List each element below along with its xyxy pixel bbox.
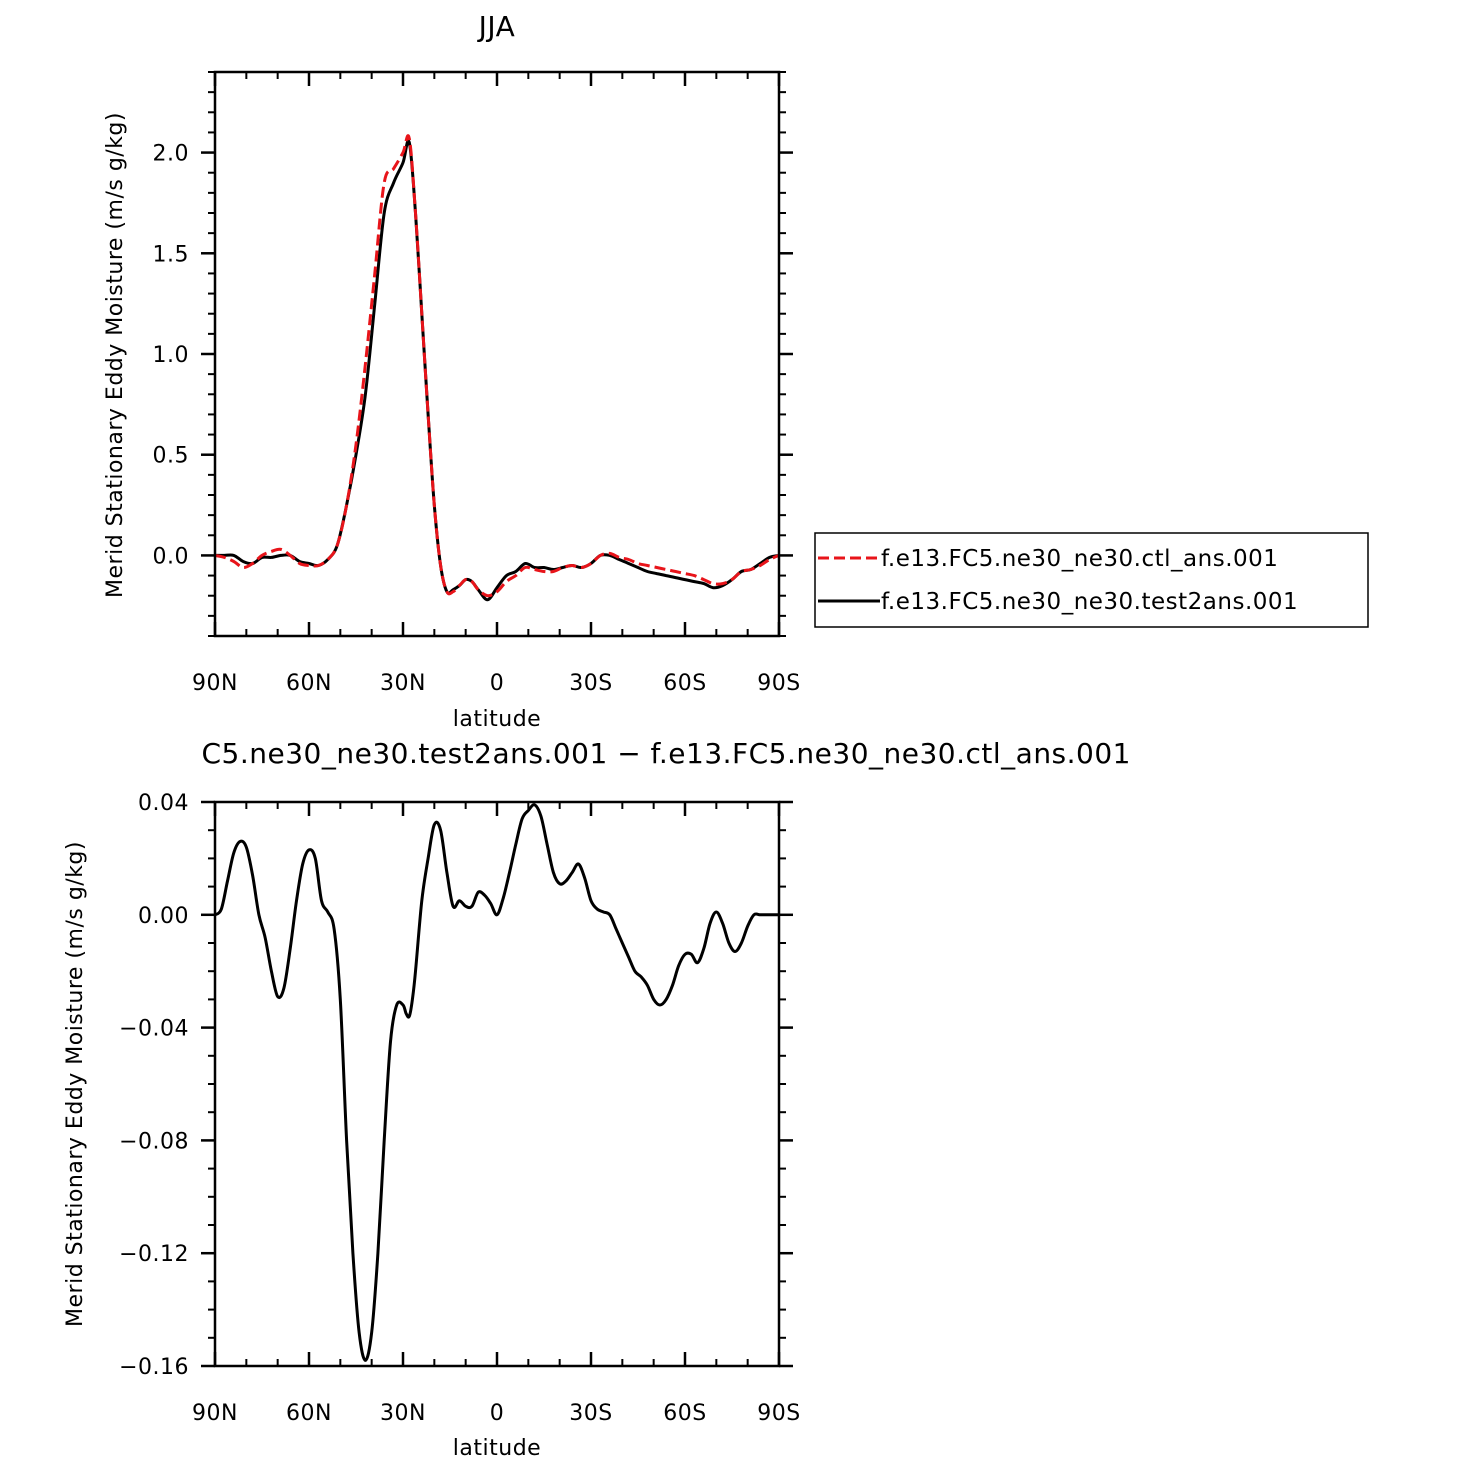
bottom-chart-series [213,803,779,1362]
top-chart-y-axis-label: Merid Stationary Eddy Moisture (m/s g/kg… [103,112,128,598]
top-x-tick-label: 30S [569,671,612,696]
bottom-x-tick-label: 60N [286,1401,332,1426]
legend: f.e13.FC5.ne30_ne30.ctl_ans.001 f.e13.FC… [814,532,1369,628]
bottom-y-tick-label: 0.04 [138,791,189,816]
bottom-y-tick-label: 0.00 [138,904,189,929]
top-chart-plot-frame [213,70,781,638]
top-y-tick-label: 1.5 [153,242,190,267]
legend-label-ctl: f.e13.FC5.ne30_ne30.ctl_ans.001 [881,546,1278,572]
top-x-tick-label: 60N [286,671,332,696]
top-x-tick-label: 30N [380,671,426,696]
top-series-line-test2 [215,139,780,602]
bottom-y-tick-label: −0.12 [119,1242,189,1267]
top-x-tick-label: 90S [757,671,800,696]
bottom-y-tick-label: −0.04 [119,1017,189,1042]
top-x-tick-label: 60S [663,671,706,696]
bottom-y-tick-label: −0.08 [119,1129,189,1154]
top-chart-x-axis-label: latitude [453,707,541,732]
top-x-tick-label: 90N [192,671,238,696]
bottom-chart-title: C5.ne30_ne30.test2ans.001 − f.e13.FC5.ne… [202,737,1132,770]
top-series-line-ctl [214,134,780,598]
bottom-chart: C5.ne30_ne30.test2ans.001 − f.e13.FC5.ne… [63,737,1131,1461]
bottom-x-tick-label: 90N [192,1401,238,1426]
bottom-series-line-difference [213,803,779,1362]
top-chart-ticks: 90N 60N 30N 0 30S 60S 90S 0.0 0.5 1.0 1.5 2.0 [153,71,800,696]
legend-box [814,532,1369,628]
top-chart-title: JJA [477,10,516,43]
legend-label-test2: f.e13.FC5.ne30_ne30.test2ans.001 [881,589,1298,615]
bottom-x-tick-label: 30S [569,1401,612,1426]
top-chart-series [214,134,780,602]
top-x-tick-label: 0 [490,671,505,696]
top-y-tick-label: 0.0 [153,544,190,569]
top-y-tick-label: 0.5 [153,444,190,469]
bottom-chart-plot-frame [213,800,781,1368]
top-y-tick-label: 2.0 [153,142,190,167]
bottom-chart-ticks: 90N 60N 30N 0 30S 60S 90S 0.04 0.00 −0.04 −0.08 −0.… [119,791,800,1426]
top-chart: JJA Merid Stationary Eddy Moisture (m/s … [103,10,800,732]
bottom-x-tick-label: 0 [490,1401,505,1426]
bottom-chart-x-axis-label: latitude [453,1436,541,1461]
bottom-y-tick-label: −0.16 [119,1355,189,1380]
bottom-chart-y-axis-label: Merid Stationary Eddy Moisture (m/s g/kg… [63,841,88,1327]
bottom-x-tick-label: 60S [663,1401,706,1426]
bottom-x-tick-label: 30N [380,1401,426,1426]
bottom-x-tick-label: 90S [757,1401,800,1426]
top-y-tick-label: 1.0 [153,343,190,368]
